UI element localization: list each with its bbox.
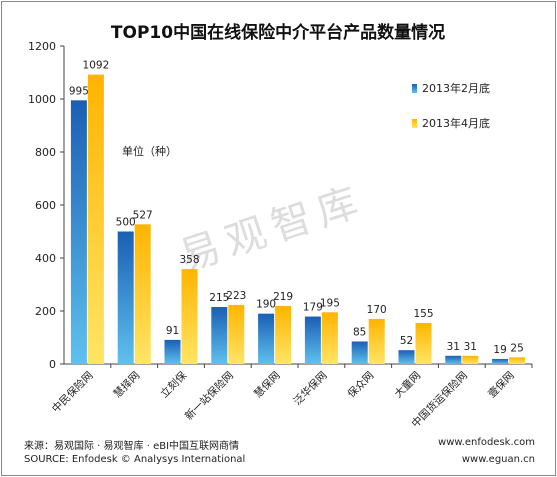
- data-label: 500: [116, 217, 136, 229]
- bar-series-1: [351, 341, 368, 364]
- legend-label-series-2: 2013年4月底: [422, 116, 490, 130]
- data-label: 25: [510, 342, 523, 354]
- bar-series-2: [509, 357, 526, 364]
- bar-series-1: [164, 339, 181, 364]
- bar-series-1: [304, 316, 321, 364]
- bar-series-2: [228, 304, 245, 364]
- data-label: 195: [320, 297, 340, 309]
- legend-label-series-1: 2013年2月底: [422, 81, 490, 95]
- data-label: 190: [256, 299, 276, 311]
- chart-title: TOP10中国在线保险中介平台产品数量情况: [111, 22, 445, 43]
- y-tick-label: 1200: [28, 40, 56, 53]
- data-label: 223: [226, 290, 246, 302]
- x-tick-label: 泛华保网: [291, 369, 330, 408]
- data-label: 179: [303, 302, 323, 314]
- bar-series-2: [321, 312, 338, 364]
- y-tick-label: 600: [35, 199, 56, 212]
- bar-series-2: [181, 269, 198, 364]
- data-label: 31: [447, 341, 460, 353]
- data-label: 1092: [83, 60, 110, 72]
- data-label: 215: [209, 292, 229, 304]
- y-axis-unit-label: 单位（种）: [122, 144, 177, 158]
- url-eguan: www.eguan.cn: [461, 454, 535, 465]
- data-label: 85: [353, 326, 366, 338]
- bar-series-2: [275, 305, 292, 364]
- x-tick-label: 大童网: [392, 369, 423, 400]
- legend: 2013年2月底 2013年4月底: [412, 81, 490, 130]
- bar-series-1: [70, 100, 87, 364]
- x-tick-label: 中民保险网: [49, 369, 95, 415]
- x-tick-label: 慧保网: [251, 369, 282, 400]
- source-en: SOURCE: Enfodesk © Analysys Internationa…: [24, 454, 246, 465]
- x-tick-label: 新一站保险网: [182, 369, 236, 423]
- data-label: 358: [179, 254, 199, 266]
- data-label: 995: [69, 85, 89, 97]
- data-label: 527: [133, 209, 153, 221]
- legend-swatch-series-2: [412, 119, 417, 128]
- bar-series-1: [492, 358, 509, 364]
- bar-series-2: [368, 318, 385, 364]
- bar-series-1: [398, 350, 415, 364]
- x-tick-label: 保众网: [345, 369, 376, 400]
- bar-series-1: [258, 313, 275, 364]
- bar-series-1: [117, 231, 134, 364]
- x-tick-label: 壹保网: [485, 369, 516, 400]
- url-enfodesk: www.enfodesk.com: [438, 437, 535, 448]
- data-label: 219: [273, 291, 293, 303]
- data-label: 52: [400, 335, 413, 347]
- data-label: 31: [464, 341, 477, 353]
- y-tick-label: 1000: [28, 93, 56, 106]
- bar-series-1: [211, 307, 228, 364]
- bar-series-2: [462, 355, 479, 364]
- watermark: 易观智库: [174, 177, 371, 280]
- source-cn: 来源：易观国际 · 易观智库 · eBI中国互联网商情: [24, 441, 240, 452]
- bar-series-2: [87, 74, 104, 365]
- x-tick-label: 立刻保: [158, 369, 190, 401]
- data-label: 155: [413, 308, 433, 320]
- y-tick-label: 800: [35, 146, 56, 159]
- data-label: 19: [493, 344, 506, 356]
- y-tick-label: 400: [35, 252, 56, 265]
- x-tick-label: 慧择网: [111, 369, 142, 400]
- y-tick-label: 0: [49, 358, 56, 371]
- data-label: 91: [166, 325, 179, 337]
- y-tick-label: 200: [35, 305, 56, 318]
- bar-series-1: [445, 355, 462, 364]
- bar-series-2: [134, 224, 151, 364]
- bar-series-2: [415, 322, 432, 364]
- legend-swatch-series-1: [412, 84, 417, 93]
- data-label: 170: [367, 304, 387, 316]
